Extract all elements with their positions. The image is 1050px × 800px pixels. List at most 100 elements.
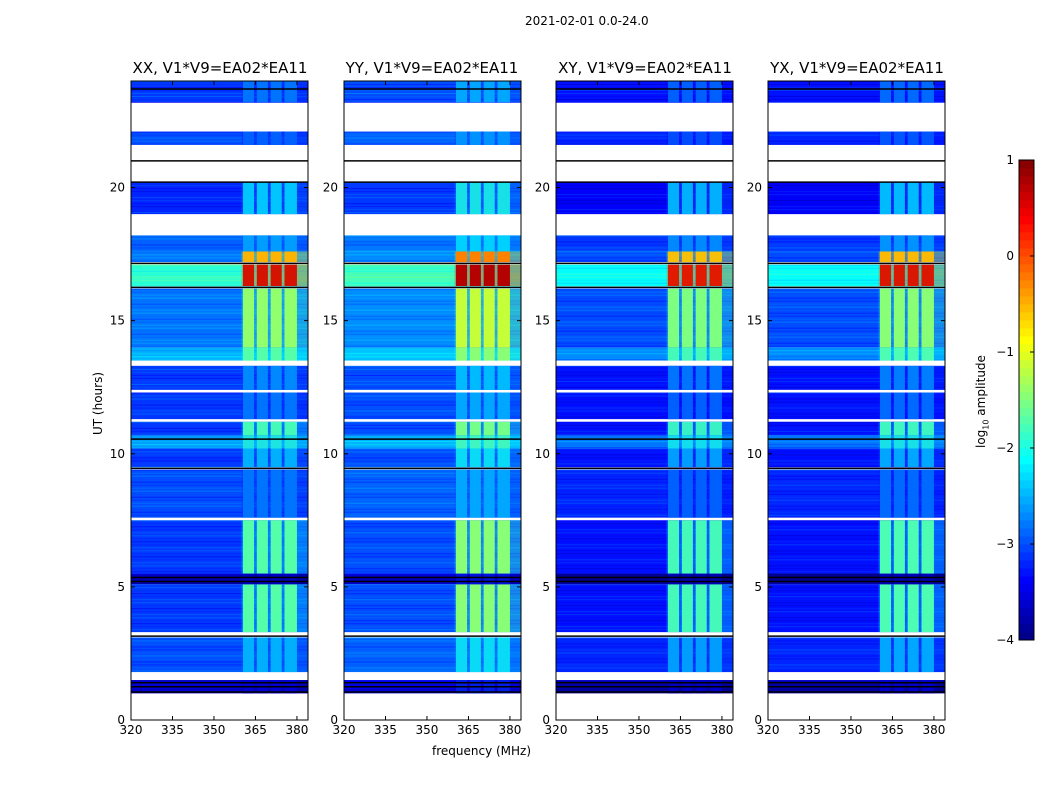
noise-stripe bbox=[768, 605, 945, 607]
noise-stripe bbox=[768, 602, 945, 604]
noise-stripe bbox=[131, 276, 308, 278]
rfi-channel-block bbox=[921, 288, 934, 348]
noise-stripe bbox=[344, 238, 521, 240]
noise-stripe bbox=[768, 241, 945, 243]
noise-stripe bbox=[344, 444, 521, 446]
rfi-channel-block bbox=[497, 421, 510, 436]
noise-stripe bbox=[344, 448, 521, 450]
noise-stripe bbox=[556, 667, 733, 669]
y-tick-label: 10 bbox=[747, 447, 762, 461]
y-tick-label: 15 bbox=[535, 314, 550, 328]
noise-stripe bbox=[131, 424, 308, 426]
rfi-channel-block bbox=[907, 81, 919, 103]
colorbar-segment bbox=[1019, 352, 1034, 361]
rfi-channel-block bbox=[709, 637, 722, 673]
noise-stripe bbox=[131, 481, 308, 483]
noise-stripe bbox=[556, 291, 733, 293]
noise-stripe bbox=[556, 535, 733, 537]
noise-stripe bbox=[556, 131, 733, 133]
rfi-channel-block bbox=[243, 520, 255, 574]
rfi-channel-block bbox=[668, 288, 680, 348]
noise-stripe bbox=[768, 562, 945, 564]
rfi-channel-block bbox=[880, 365, 892, 390]
rfi-region-shade bbox=[454, 520, 521, 574]
noise-stripe bbox=[556, 99, 733, 100]
noise-stripe bbox=[131, 185, 308, 187]
noise-stripe bbox=[768, 596, 945, 598]
noise-stripe bbox=[556, 444, 733, 446]
rfi-channel-block bbox=[284, 347, 297, 361]
time-band bbox=[131, 251, 308, 263]
noise-stripe bbox=[556, 596, 733, 598]
rfi-channel-block bbox=[893, 520, 905, 574]
rfi-channel-block bbox=[893, 264, 905, 287]
noise-stripe bbox=[131, 538, 308, 540]
noise-stripe bbox=[131, 640, 308, 642]
rfi-region-shade bbox=[666, 584, 733, 633]
noise-stripe bbox=[768, 318, 945, 320]
colorbar-segment bbox=[1019, 360, 1034, 369]
rfi-channel-block bbox=[668, 435, 680, 449]
rfi-channel-block bbox=[456, 637, 468, 673]
rfi-region-shade bbox=[878, 637, 945, 673]
noise-stripe bbox=[556, 87, 733, 88]
rfi-channel-block bbox=[256, 182, 268, 215]
noise-stripe bbox=[344, 140, 521, 142]
noise-stripe bbox=[131, 273, 308, 275]
noise-stripe bbox=[556, 244, 733, 246]
rfi-channel-block bbox=[284, 131, 297, 145]
rfi-channel-block bbox=[893, 131, 905, 145]
rfi-region-shade bbox=[878, 235, 945, 252]
noise-stripe bbox=[768, 532, 945, 534]
noise-stripe bbox=[344, 264, 521, 266]
rfi-region-shade bbox=[666, 448, 733, 468]
noise-stripe bbox=[768, 336, 945, 338]
noise-stripe bbox=[556, 617, 733, 619]
panel-title-yy: YY, V1*V9=EA02*EA11 bbox=[345, 59, 519, 77]
rfi-channel-block bbox=[456, 81, 468, 103]
noise-stripe bbox=[556, 300, 733, 302]
noise-stripe bbox=[556, 573, 733, 575]
noise-stripe bbox=[344, 637, 521, 639]
rfi-region-shade bbox=[878, 264, 945, 287]
noise-stripe bbox=[131, 279, 308, 281]
colorbar-segment bbox=[1019, 176, 1034, 185]
noise-stripe bbox=[556, 212, 733, 214]
rfi-region-shade bbox=[241, 392, 308, 420]
noise-stripe bbox=[344, 553, 521, 555]
rfi-channel-block bbox=[270, 584, 282, 633]
colorbar-segment bbox=[1019, 440, 1034, 449]
noise-stripe bbox=[556, 410, 733, 412]
rfi-channel-block bbox=[681, 264, 693, 287]
noise-stripe bbox=[344, 568, 521, 570]
rfi-channel-block bbox=[243, 131, 255, 145]
noise-stripe bbox=[768, 424, 945, 426]
noise-stripe bbox=[344, 185, 521, 187]
noise-stripe bbox=[131, 520, 308, 522]
rfi-region-shade bbox=[241, 573, 308, 585]
rfi-channel-block bbox=[681, 448, 693, 468]
noise-stripe bbox=[131, 579, 308, 581]
panel-frame bbox=[343, 80, 522, 721]
noise-stripe bbox=[768, 475, 945, 477]
noise-stripe bbox=[768, 463, 945, 465]
rfi-channel-block bbox=[497, 584, 510, 633]
noise-stripe bbox=[344, 102, 521, 103]
rfi-channel-block bbox=[695, 131, 707, 145]
rfi-channel-block bbox=[497, 235, 510, 252]
noise-stripe bbox=[556, 511, 733, 513]
noise-stripe bbox=[768, 87, 945, 88]
noise-stripe bbox=[344, 680, 521, 682]
noise-stripe bbox=[344, 523, 521, 525]
noise-stripe bbox=[556, 582, 733, 584]
rfi-channel-block bbox=[880, 435, 892, 449]
noise-stripe bbox=[131, 556, 308, 558]
noise-stripe bbox=[768, 251, 945, 253]
rfi-channel-block bbox=[243, 573, 255, 585]
panel-frame bbox=[130, 80, 309, 721]
noise-stripe bbox=[344, 350, 521, 352]
rfi-region-shade bbox=[454, 392, 521, 420]
rfi-region-shade bbox=[241, 131, 308, 145]
rfi-channel-block bbox=[709, 347, 722, 361]
noise-stripe bbox=[768, 593, 945, 595]
